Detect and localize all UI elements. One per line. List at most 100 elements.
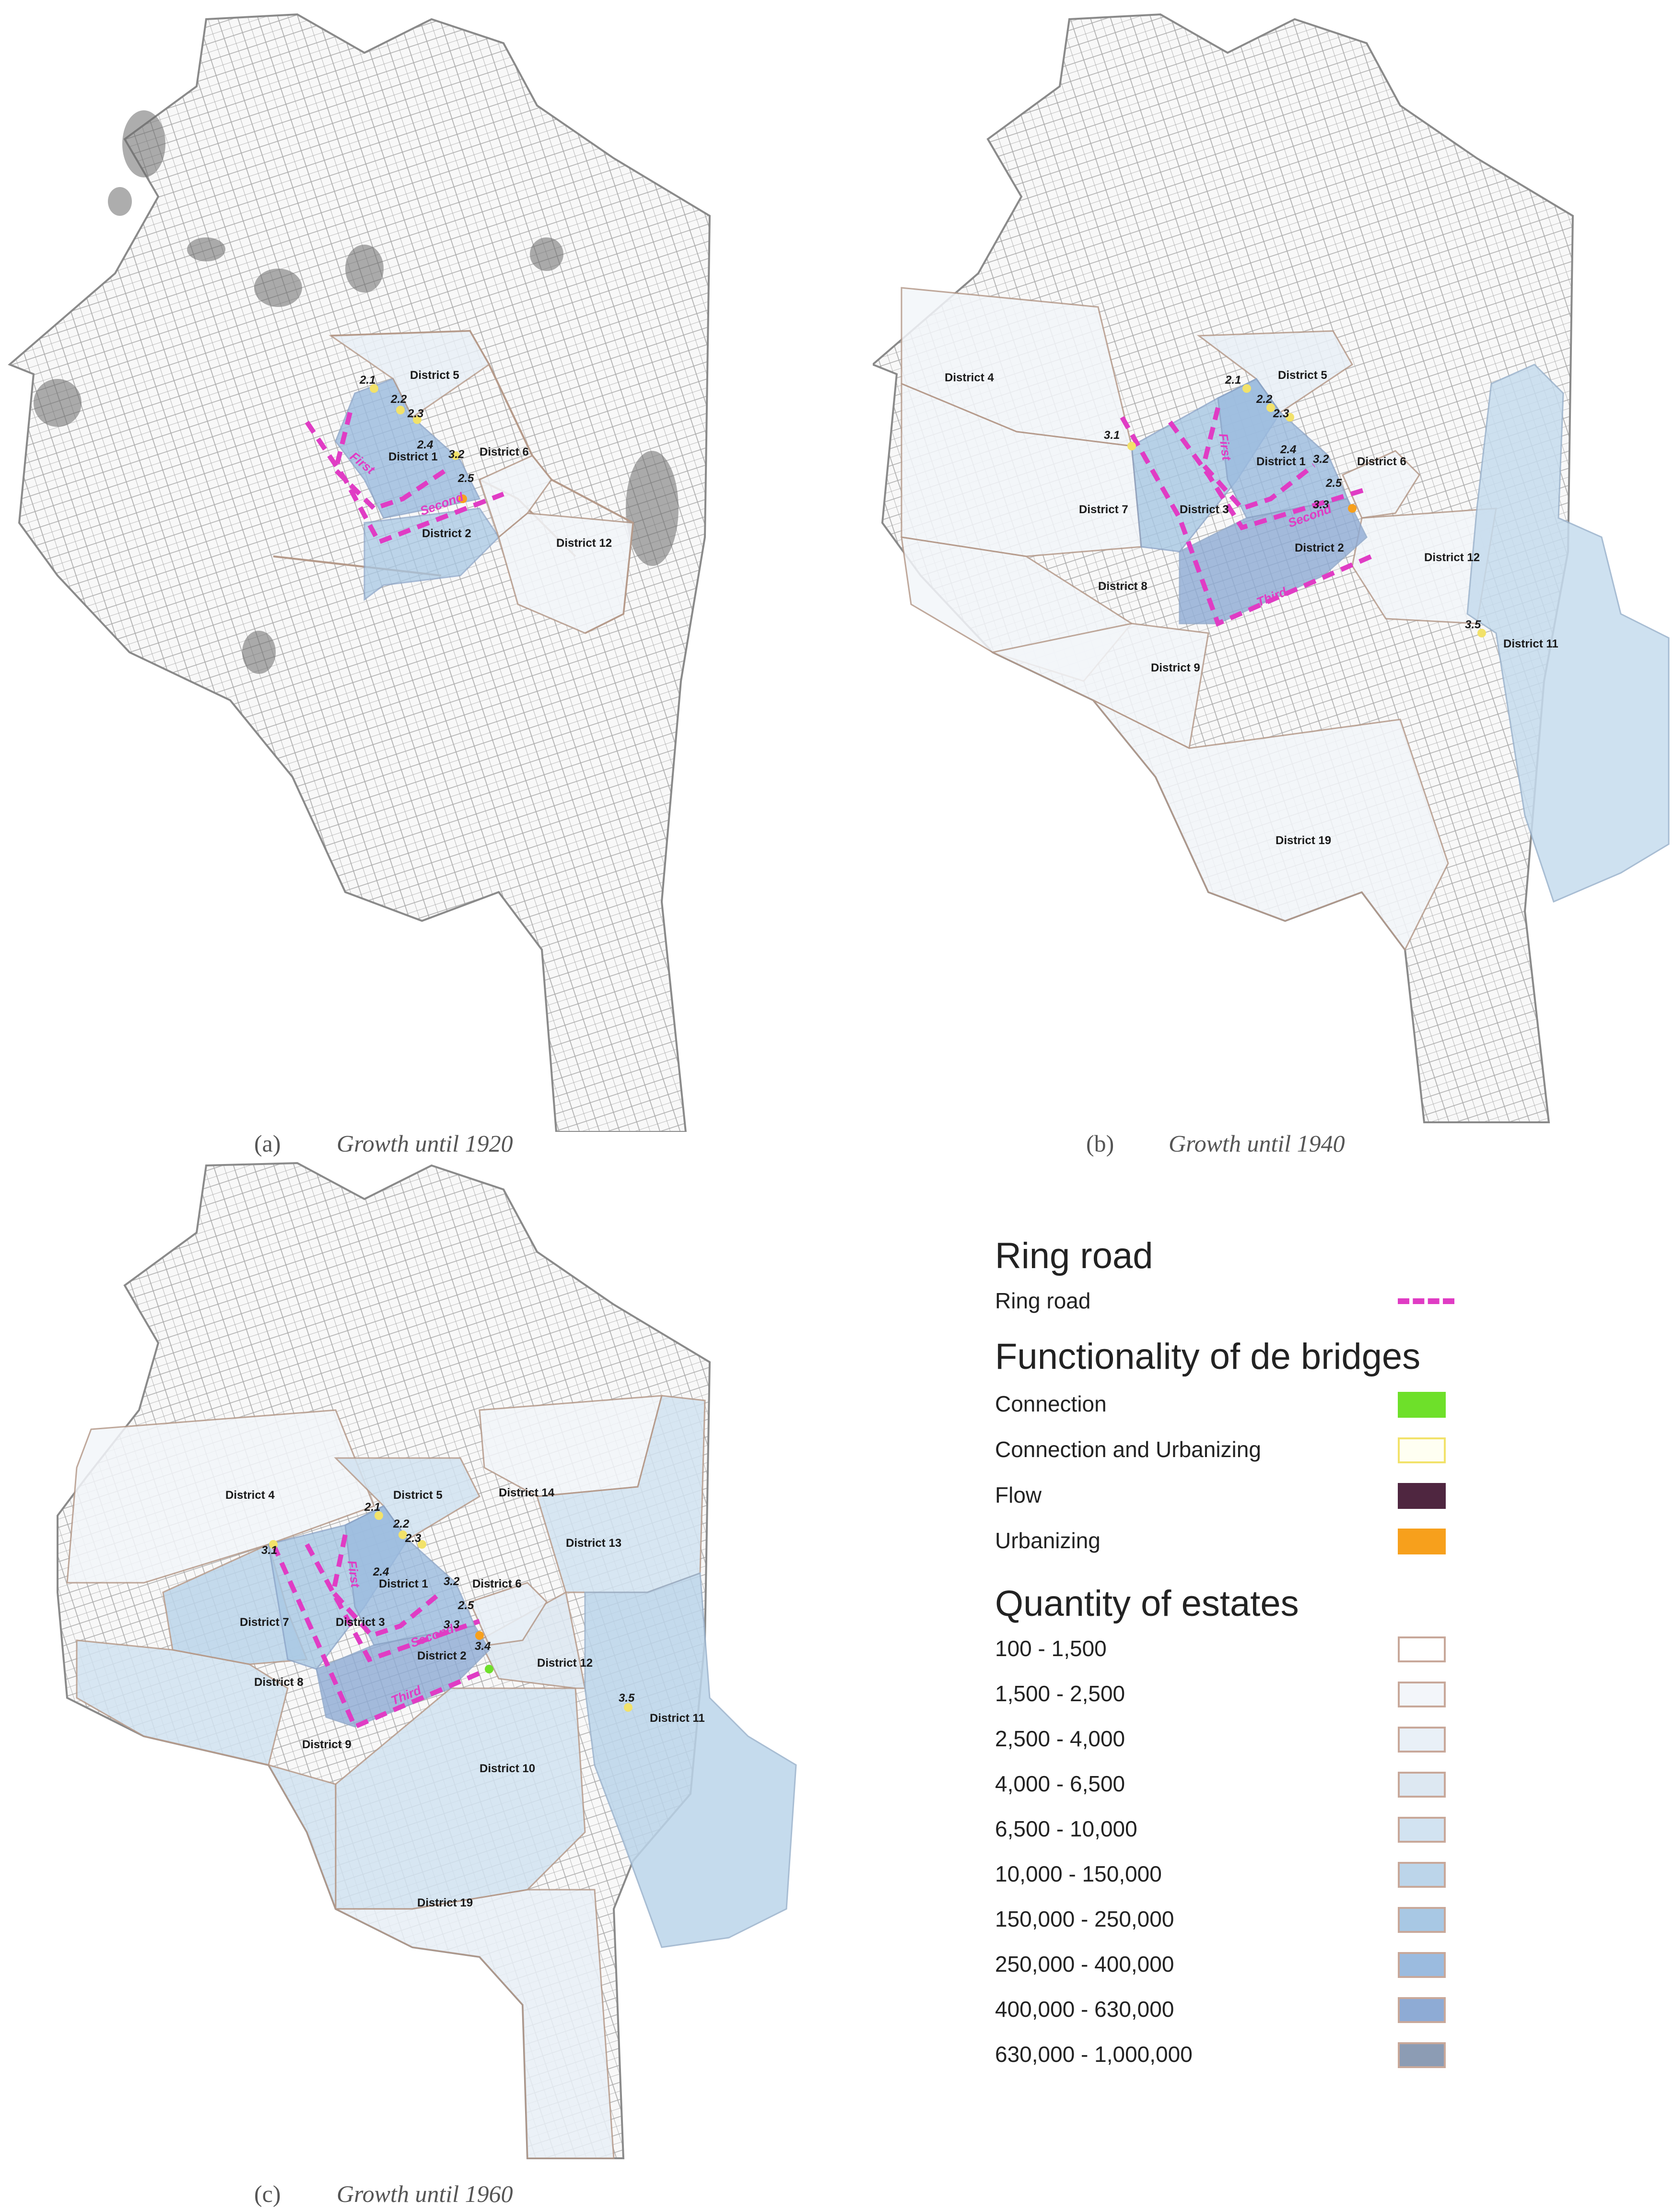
bridge-label: 2.3	[407, 407, 424, 420]
ring-road-second	[1168, 421, 1368, 530]
legend-estate-item-swatch	[1398, 1997, 1446, 2023]
district-label: District 19	[417, 1896, 473, 1909]
district-8-area	[76, 1639, 289, 1766]
legend-estate-item-swatch	[1398, 2042, 1446, 2068]
bridge-label: 2.2	[390, 393, 407, 406]
district-9-area	[990, 623, 1209, 750]
district-label: District 2	[1295, 541, 1344, 554]
legend-estate-item-label: 250,000 - 400,000	[995, 1952, 1174, 1977]
district-5-area	[328, 330, 490, 419]
caption-letter: (b)	[1086, 1130, 1114, 1157]
legend-heading-bridges: Functionality of de bridges	[995, 1336, 1421, 1377]
legend-estate-item-swatch	[1398, 1907, 1446, 1933]
bridge-label: 3.1	[261, 1544, 277, 1557]
map-panel-b: District 4 District 5 District 6 Distric…	[873, 0, 1674, 1157]
legend-item-ring-road: Ring road	[995, 1288, 1091, 1313]
district-label: District 8	[254, 1676, 304, 1689]
legend-estate-item-swatch	[1398, 1682, 1446, 1707]
district-label: District 8	[1098, 580, 1147, 593]
district-label: District 3	[1180, 503, 1229, 516]
map-panel-a: District 5 District 1 District 6 Distric…	[0, 0, 815, 1157]
district-6-area	[479, 455, 552, 539]
legend-bridge-item-swatch	[1398, 1529, 1446, 1554]
district-2-area	[1179, 498, 1368, 624]
legend-bridge-item-swatch	[1398, 1392, 1446, 1418]
bridge-label: 2.4	[417, 438, 433, 451]
district-label: District 1	[388, 450, 438, 463]
bridge-label: 3.2	[448, 448, 465, 461]
bridge-label: 2.3	[405, 1532, 421, 1545]
district-2-area	[363, 507, 500, 601]
district-label: District 2	[417, 1649, 467, 1662]
legend-estate-item-label: 4,000 - 6,500	[995, 1771, 1125, 1796]
bridge-label: 3.5	[1465, 618, 1481, 631]
district-label: District 11	[1503, 637, 1558, 650]
bridge-label: 2.3	[1273, 407, 1289, 420]
district-12-area	[498, 512, 634, 634]
district-5-area	[334, 1457, 480, 1541]
district-label: District 19	[1276, 834, 1331, 847]
bridge-markers	[370, 384, 467, 503]
bridge-label: 3.3	[1313, 498, 1329, 511]
legend-bridge-item-label: Connection	[995, 1391, 1107, 1416]
legend-estate-item-label: 100 - 1,500	[995, 1636, 1107, 1661]
bridge-label: 3.1	[1104, 429, 1120, 442]
legend-estate-item-label: 1,500 - 2,500	[995, 1681, 1125, 1706]
district-label: District 9	[1151, 661, 1200, 674]
legend-bridge-item-label: Connection and Urbanizing	[995, 1437, 1261, 1462]
bridge-label: 2.4	[373, 1565, 389, 1578]
district-4-area	[66, 1409, 375, 1584]
legend-ring-road-swatch	[1398, 1298, 1454, 1304]
caption-text: Growth until 1960	[337, 2180, 513, 2207]
district-11-area	[584, 1572, 797, 1948]
legend-estate-item-label: 2,500 - 4,000	[995, 1726, 1125, 1751]
municipality-boundary	[8, 13, 711, 1132]
legend-estate-item-swatch	[1398, 1862, 1446, 1888]
bridge-label: 3.2	[444, 1575, 460, 1588]
district-19-area	[335, 1889, 615, 2159]
legend-bridge-item-swatch	[1398, 1437, 1446, 1463]
legend-estate-item-label: 6,500 - 10,000	[995, 1816, 1137, 1841]
district-6-area	[1342, 450, 1420, 519]
district-2-area	[316, 1625, 490, 1728]
map-panel-c: District 4 District 5 District 14 Distri…	[0, 1161, 815, 2212]
bridge-label: 3.3	[444, 1618, 460, 1631]
caption-letter: (c)	[254, 2180, 281, 2207]
legend-estate-item-label: 400,000 - 630,000	[995, 1997, 1174, 2022]
map-a-canvas: District 5 District 1 District 6 Distric…	[8, 13, 711, 1132]
bridge-markers	[269, 1511, 632, 1712]
bridge-label: 2.1	[359, 374, 375, 387]
bridge-label: 2.5	[1325, 477, 1342, 490]
district-label: District 5	[1278, 369, 1327, 382]
legend-estate-item-label: 150,000 - 250,000	[995, 1906, 1174, 1931]
district-label: District 5	[393, 1489, 443, 1502]
legend-bridge-item-label: Urbanizing	[995, 1528, 1100, 1553]
map-c-canvas: District 4 District 5 District 14 Distri…	[57, 1162, 797, 2159]
district-label: District 7	[1079, 503, 1128, 516]
legend-estate-item-label: 10,000 - 150,000	[995, 1861, 1162, 1886]
district-label: District 4	[225, 1489, 275, 1502]
district-label: District 7	[240, 1616, 289, 1629]
legend-heading-ring-road: Ring road	[995, 1235, 1153, 1276]
district-label: District 14	[499, 1486, 555, 1499]
district-label: District 12	[1424, 551, 1480, 564]
district-label: District 5	[410, 369, 459, 382]
ring-road-third	[1120, 416, 1373, 627]
ring-road-first	[1201, 407, 1316, 511]
legend-estate-item-swatch	[1398, 1727, 1446, 1753]
legend-estate-item-swatch	[1398, 1772, 1446, 1798]
district-label: District 6	[1357, 455, 1406, 468]
legend-estate-item-swatch	[1398, 1636, 1446, 1662]
district-label: District 6	[472, 1577, 522, 1590]
district-label: District 6	[480, 446, 529, 459]
legend-estate-item-label: 630,000 - 1,000,000	[995, 2042, 1193, 2067]
district-6-area	[468, 1582, 548, 1646]
bridge-label: 2.1	[1225, 374, 1241, 387]
district-label: District 3	[336, 1616, 385, 1629]
bridge-label: 3.2	[1313, 453, 1329, 466]
district-label: District 13	[566, 1537, 621, 1550]
district-label: District 1	[379, 1577, 428, 1590]
district-13-area	[536, 1395, 706, 1593]
bridge-label: 2.5	[457, 472, 474, 485]
map-legend: Ring road Ring road Functionality of de …	[995, 1235, 1522, 2079]
